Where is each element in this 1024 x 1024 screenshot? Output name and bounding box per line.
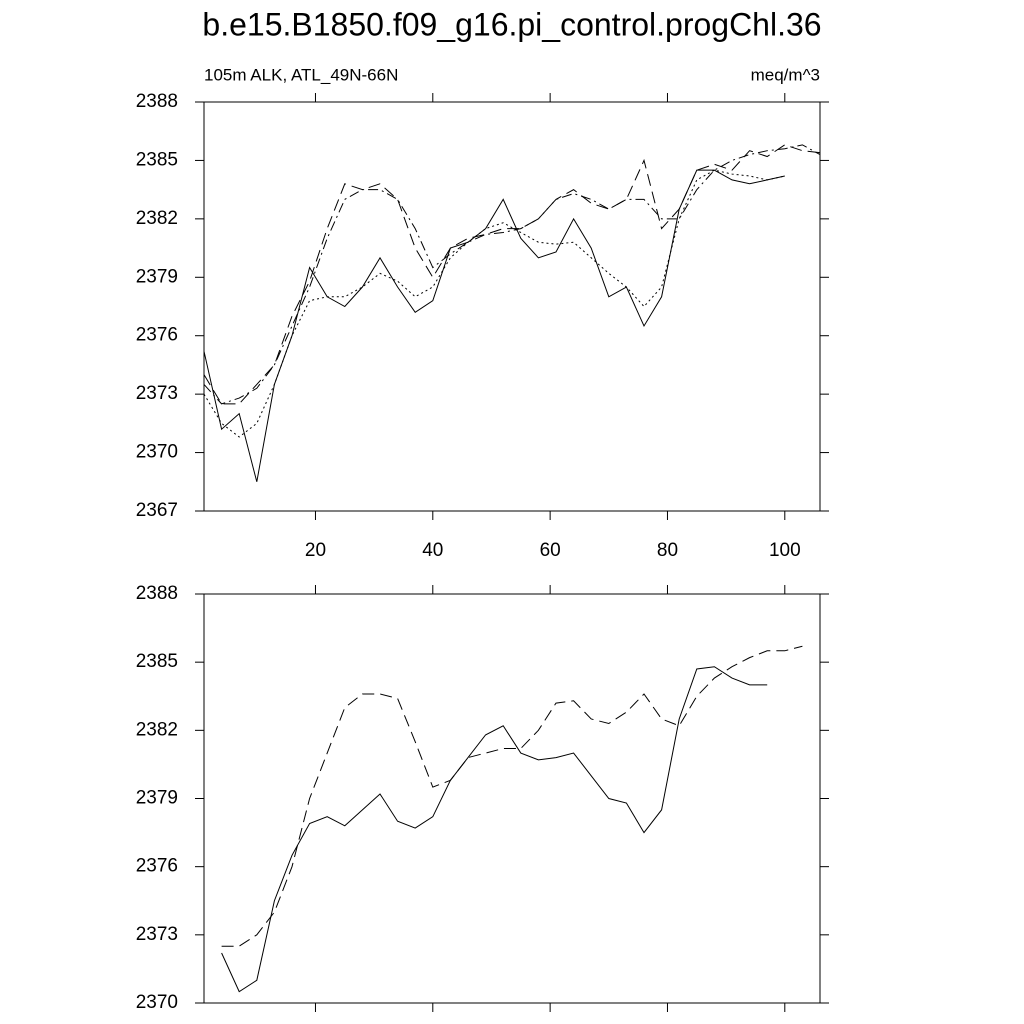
plot-frame — [203, 593, 821, 1004]
y-tick-label: 2388 — [136, 583, 178, 604]
y-tick-label: 2382 — [136, 719, 178, 740]
series-line — [203, 169, 785, 438]
x-tick-label: 60 — [540, 540, 561, 561]
y-tick-label: 2385 — [136, 651, 178, 672]
series-line — [203, 169, 785, 482]
series-line — [221, 666, 768, 993]
left-string: 105m ALK, ATL_49N-66N — [204, 65, 398, 84]
x-tick-label: 100 — [769, 540, 801, 561]
y-tick-label: 2373 — [136, 924, 178, 945]
y-tick-label: 2370 — [136, 992, 178, 1013]
plot-frame — [203, 101, 821, 512]
y-tick-label: 2379 — [136, 788, 178, 809]
x-tick-label: 20 — [305, 540, 326, 561]
x-tick-label: 80 — [657, 540, 678, 561]
y-tick-label: 2376 — [136, 325, 178, 346]
y-tick-label: 2367 — [136, 500, 178, 521]
series-line — [203, 144, 821, 405]
y-tick-label: 2379 — [136, 266, 178, 287]
series-line — [221, 645, 803, 947]
y-tick-label: 2373 — [136, 383, 178, 404]
figure-title: b.e15.B1850.f09_g16.pi_control.progChl.3… — [202, 6, 821, 42]
y-tick-label: 2370 — [136, 442, 178, 463]
y-tick-label: 2385 — [136, 149, 178, 170]
y-tick-label: 2388 — [136, 91, 178, 112]
right-string: meq/m^3 — [751, 65, 820, 84]
x-tick-label: 40 — [422, 540, 443, 561]
y-tick-label: 2376 — [136, 856, 178, 877]
y-tick-label: 2382 — [136, 208, 178, 229]
series-line — [203, 144, 821, 405]
